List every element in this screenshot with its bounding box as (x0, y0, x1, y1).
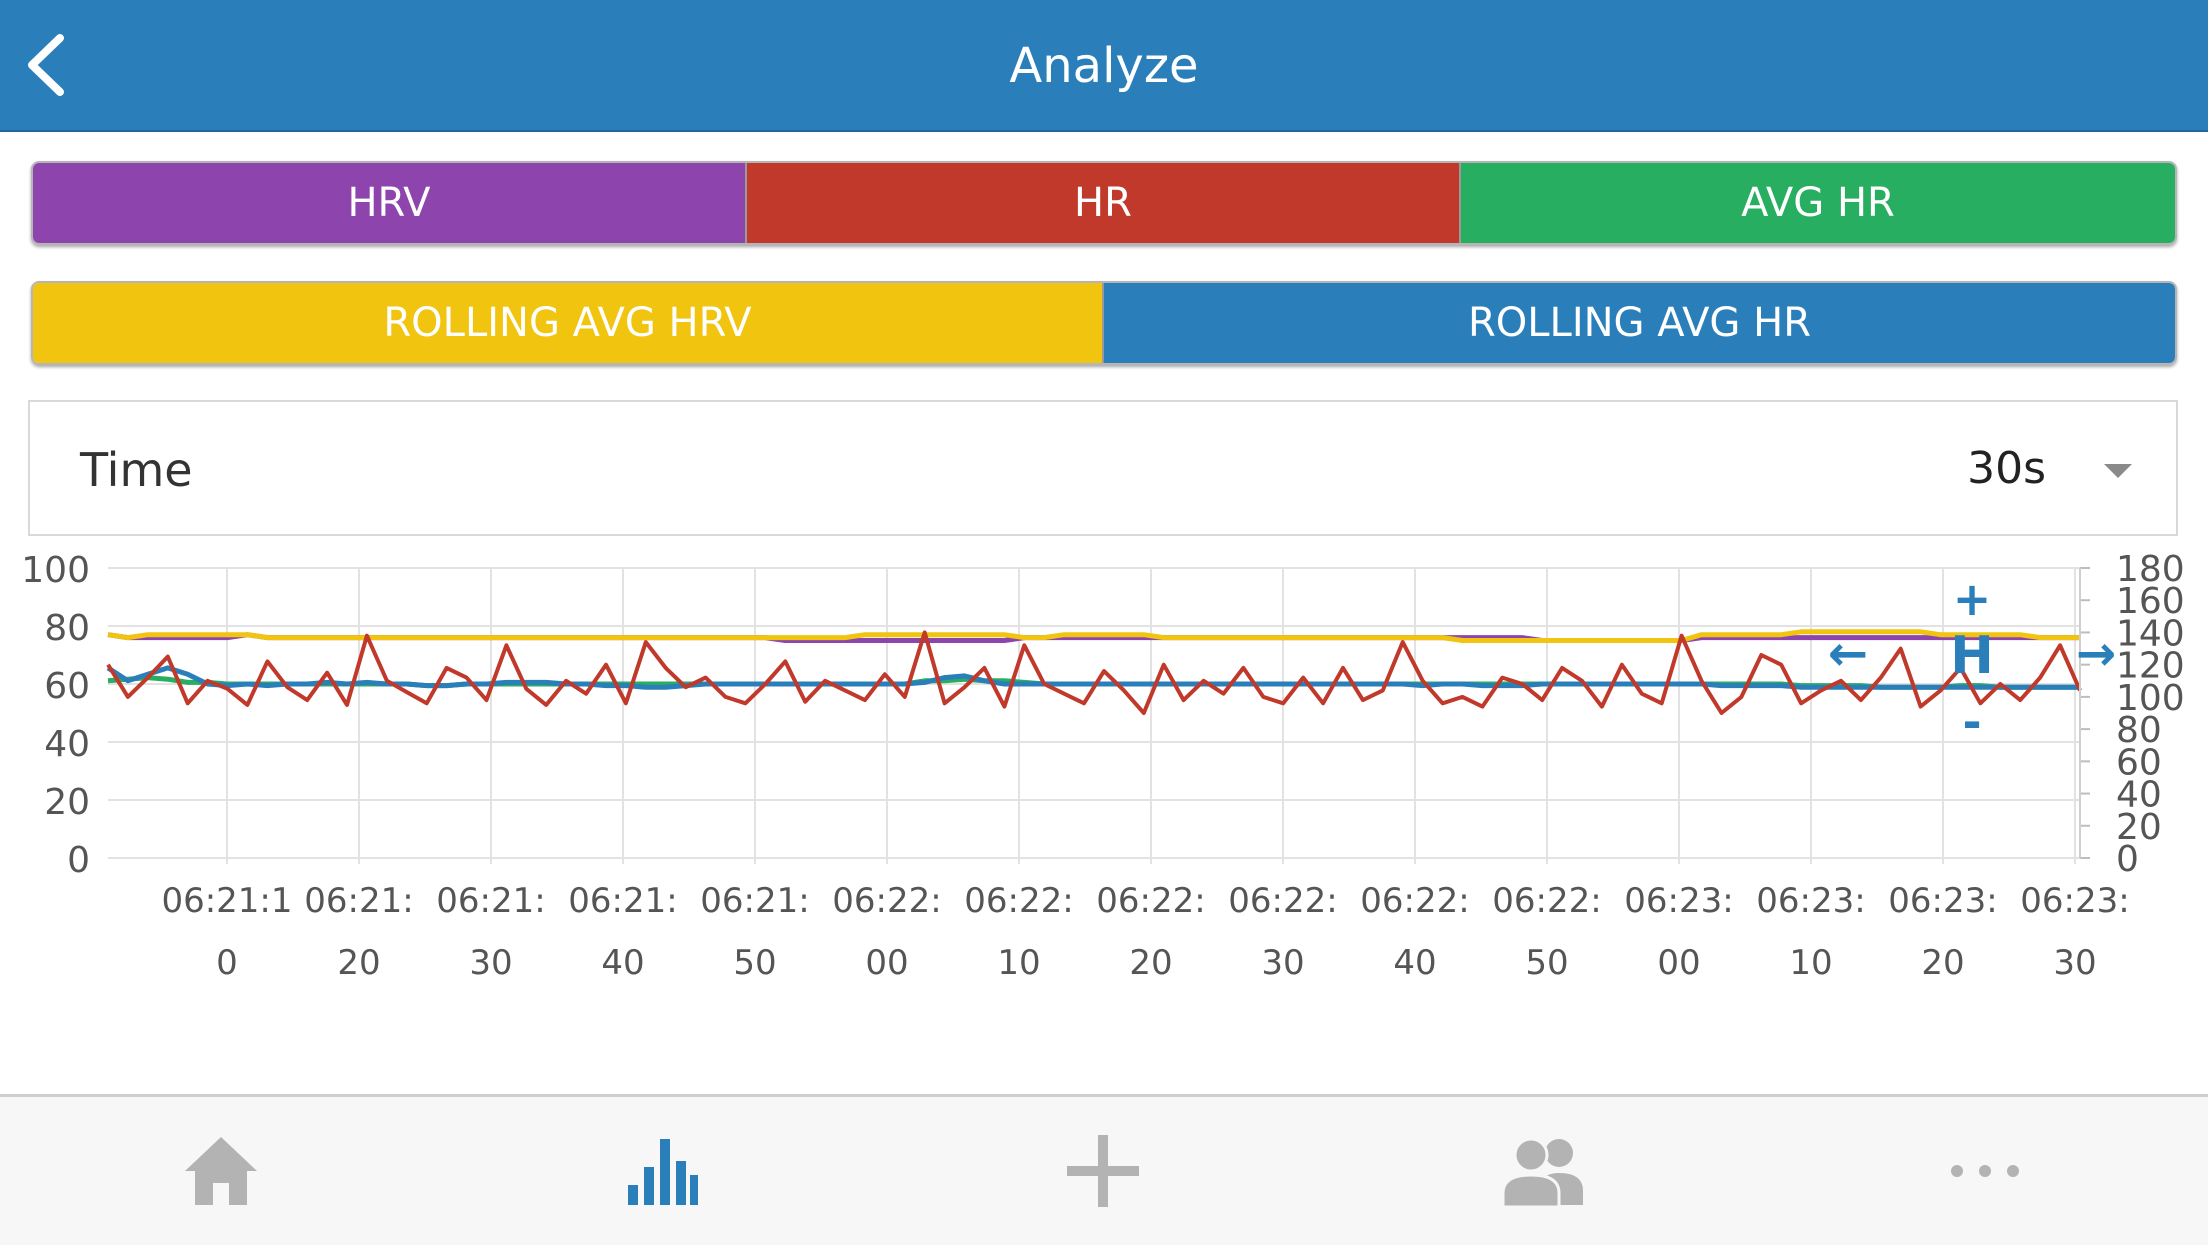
y-right-tick-label: 100 (2116, 678, 2185, 719)
x-tick-label-time: 06:21: (304, 881, 413, 921)
y-axis-left: 100 80 60 40 20 0 (21, 550, 90, 881)
x-tick-label-seconds: 50 (733, 943, 776, 983)
x-tick-label-time: 06:21: (436, 881, 545, 921)
x-tick-label-time: 06:23: (1888, 881, 1997, 921)
x-tick-label-seconds: 40 (601, 943, 644, 983)
x-tick-label-time: 06:21:1 (161, 881, 292, 921)
users-icon (1501, 1137, 1583, 1209)
y-left-tick-label: 0 (67, 840, 90, 881)
chevron-left-icon (28, 34, 64, 96)
x-tick-label-time: 06:23: (1624, 881, 1733, 921)
bar-chart-icon (627, 1139, 698, 1205)
tab-add[interactable] (882, 1097, 1323, 1245)
y-left-tick-label: 20 (44, 782, 90, 823)
zoom-controls: + - H ← → (1828, 572, 2116, 749)
x-tick-label-seconds: 50 (1525, 943, 1568, 983)
x-axis: 06:21:1 0 06:21: 20 06:21: 30 06:21: 40 06:21: 50… (161, 881, 2129, 983)
x-tick-label-time: 06:21: (700, 881, 809, 921)
time-label: Time (80, 443, 193, 497)
y-right-tick-label: 20 (2116, 807, 2162, 848)
zoom-reset-button[interactable]: H (1950, 626, 1994, 686)
x-tick-label-seconds: 30 (1261, 943, 1304, 983)
zoom-in-button[interactable]: + (1953, 572, 1992, 626)
y-right-tick-label: 80 (2116, 710, 2162, 751)
y-right-tick-label: 60 (2116, 742, 2162, 783)
tab-more[interactable] (1764, 1097, 2205, 1245)
x-tick-label-seconds: 0 (216, 943, 238, 983)
y-left-tick-label: 40 (44, 724, 90, 765)
tab-home[interactable] (0, 1097, 441, 1245)
hr-toggle-button[interactable]: HR (746, 163, 1461, 243)
x-tick-label-seconds: 20 (1129, 943, 1172, 983)
back-button[interactable] (22, 32, 72, 98)
caret-down-icon (2104, 464, 2132, 478)
x-tick-label-time: 06:22: (832, 881, 941, 921)
chart-grid (108, 567, 2080, 864)
x-tick-label-time: 06:22: (1096, 881, 1205, 921)
x-tick-label-seconds: 00 (1657, 943, 1700, 983)
rolling-avg-hrv-toggle-button[interactable]: ROLLING AVG HRV (33, 283, 1104, 363)
x-tick-label-seconds: 30 (2053, 943, 2096, 983)
x-tick-label-time: 06:22: (1492, 881, 1601, 921)
x-tick-label-time: 06:23: (1756, 881, 1865, 921)
x-tick-label-time: 06:22: (964, 881, 1073, 921)
tab-analyze[interactable] (441, 1097, 882, 1245)
more-icon (1950, 1165, 2019, 1177)
home-icon (184, 1137, 257, 1205)
x-tick-label-seconds: 40 (1393, 943, 1436, 983)
avg-hr-toggle-button[interactable]: AVG HR (1460, 163, 2175, 243)
y-right-tick-label: 0 (2116, 839, 2139, 880)
app-header: Analyze (0, 0, 2208, 132)
y-right-tick-label: 40 (2116, 775, 2162, 816)
x-tick-label-time: 06:22: (1360, 881, 1469, 921)
y-left-tick-label: 80 (44, 608, 90, 649)
x-tick-label-seconds: 20 (337, 943, 380, 983)
chart-series-lines (106, 629, 2082, 715)
pan-right-button[interactable]: → (2076, 626, 2116, 682)
tab-users[interactable] (1323, 1097, 1764, 1245)
bottom-tab-bar (0, 1094, 2208, 1245)
hrv-toggle-button[interactable]: HRV (33, 163, 747, 243)
series-line-hr (106, 630, 2082, 715)
y-left-tick-label: 100 (21, 550, 90, 591)
zoom-out-button[interactable]: - (1962, 695, 1981, 749)
y-right-tick-label: 140 (2116, 613, 2185, 654)
time-interval-value: 30s (1967, 443, 2046, 494)
rolling-avg-hr-toggle-button[interactable]: ROLLING AVG HR (1104, 283, 2175, 363)
page-title: Analyze (1009, 38, 1199, 94)
x-tick-label-seconds: 00 (865, 943, 908, 983)
x-tick-label-seconds: 30 (469, 943, 512, 983)
series-toggle-row-2: ROLLING AVG HRV ROLLING AVG HR (31, 281, 2177, 365)
x-tick-label-seconds: 10 (1789, 943, 1832, 983)
x-tick-label-time: 06:23: (2020, 881, 2129, 921)
x-tick-label-time: 06:22: (1228, 881, 1337, 921)
y-right-tick-label: 180 (2116, 549, 2185, 590)
pan-left-button[interactable]: ← (1828, 626, 1868, 682)
series-toggle-row-1: HRV HR AVG HR (31, 161, 2177, 245)
x-tick-label-seconds: 20 (1921, 943, 1964, 983)
x-tick-label-seconds: 10 (997, 943, 1040, 983)
y-right-tick-label: 160 (2116, 581, 2185, 622)
time-interval-dropdown[interactable]: Time 30s (28, 400, 2178, 536)
series-line-rolling_avg_hrv (107, 629, 2080, 643)
y-left-tick-label: 60 (44, 666, 90, 707)
plus-icon (1066, 1135, 1139, 1207)
y-right-tick-label: 120 (2116, 646, 2185, 687)
x-tick-label-time: 06:21: (568, 881, 677, 921)
